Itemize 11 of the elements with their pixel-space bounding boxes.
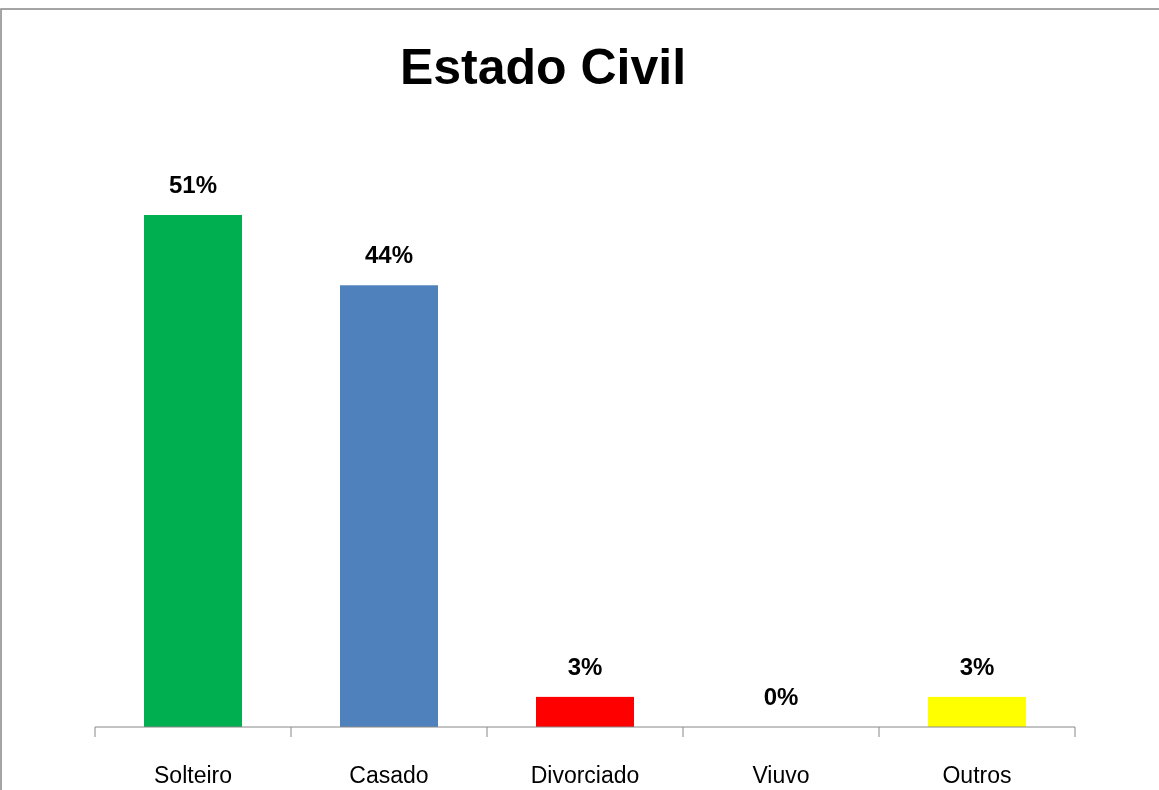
x-tick-label: Solteiro [154,762,232,788]
data-label: 51% [168,171,218,198]
x-tick-label: Viuvo [752,762,810,788]
x-tick-label: Casado [349,762,429,788]
x-tick-label: Outros [942,762,1012,788]
x-tick-label: Divorciado [530,762,640,788]
data-label: 0% [763,683,799,710]
data-label: 3% [567,652,603,680]
chart-title: Estado Civil [399,39,687,95]
data-label: 3% [959,652,995,680]
data-label: 44% [364,241,414,269]
